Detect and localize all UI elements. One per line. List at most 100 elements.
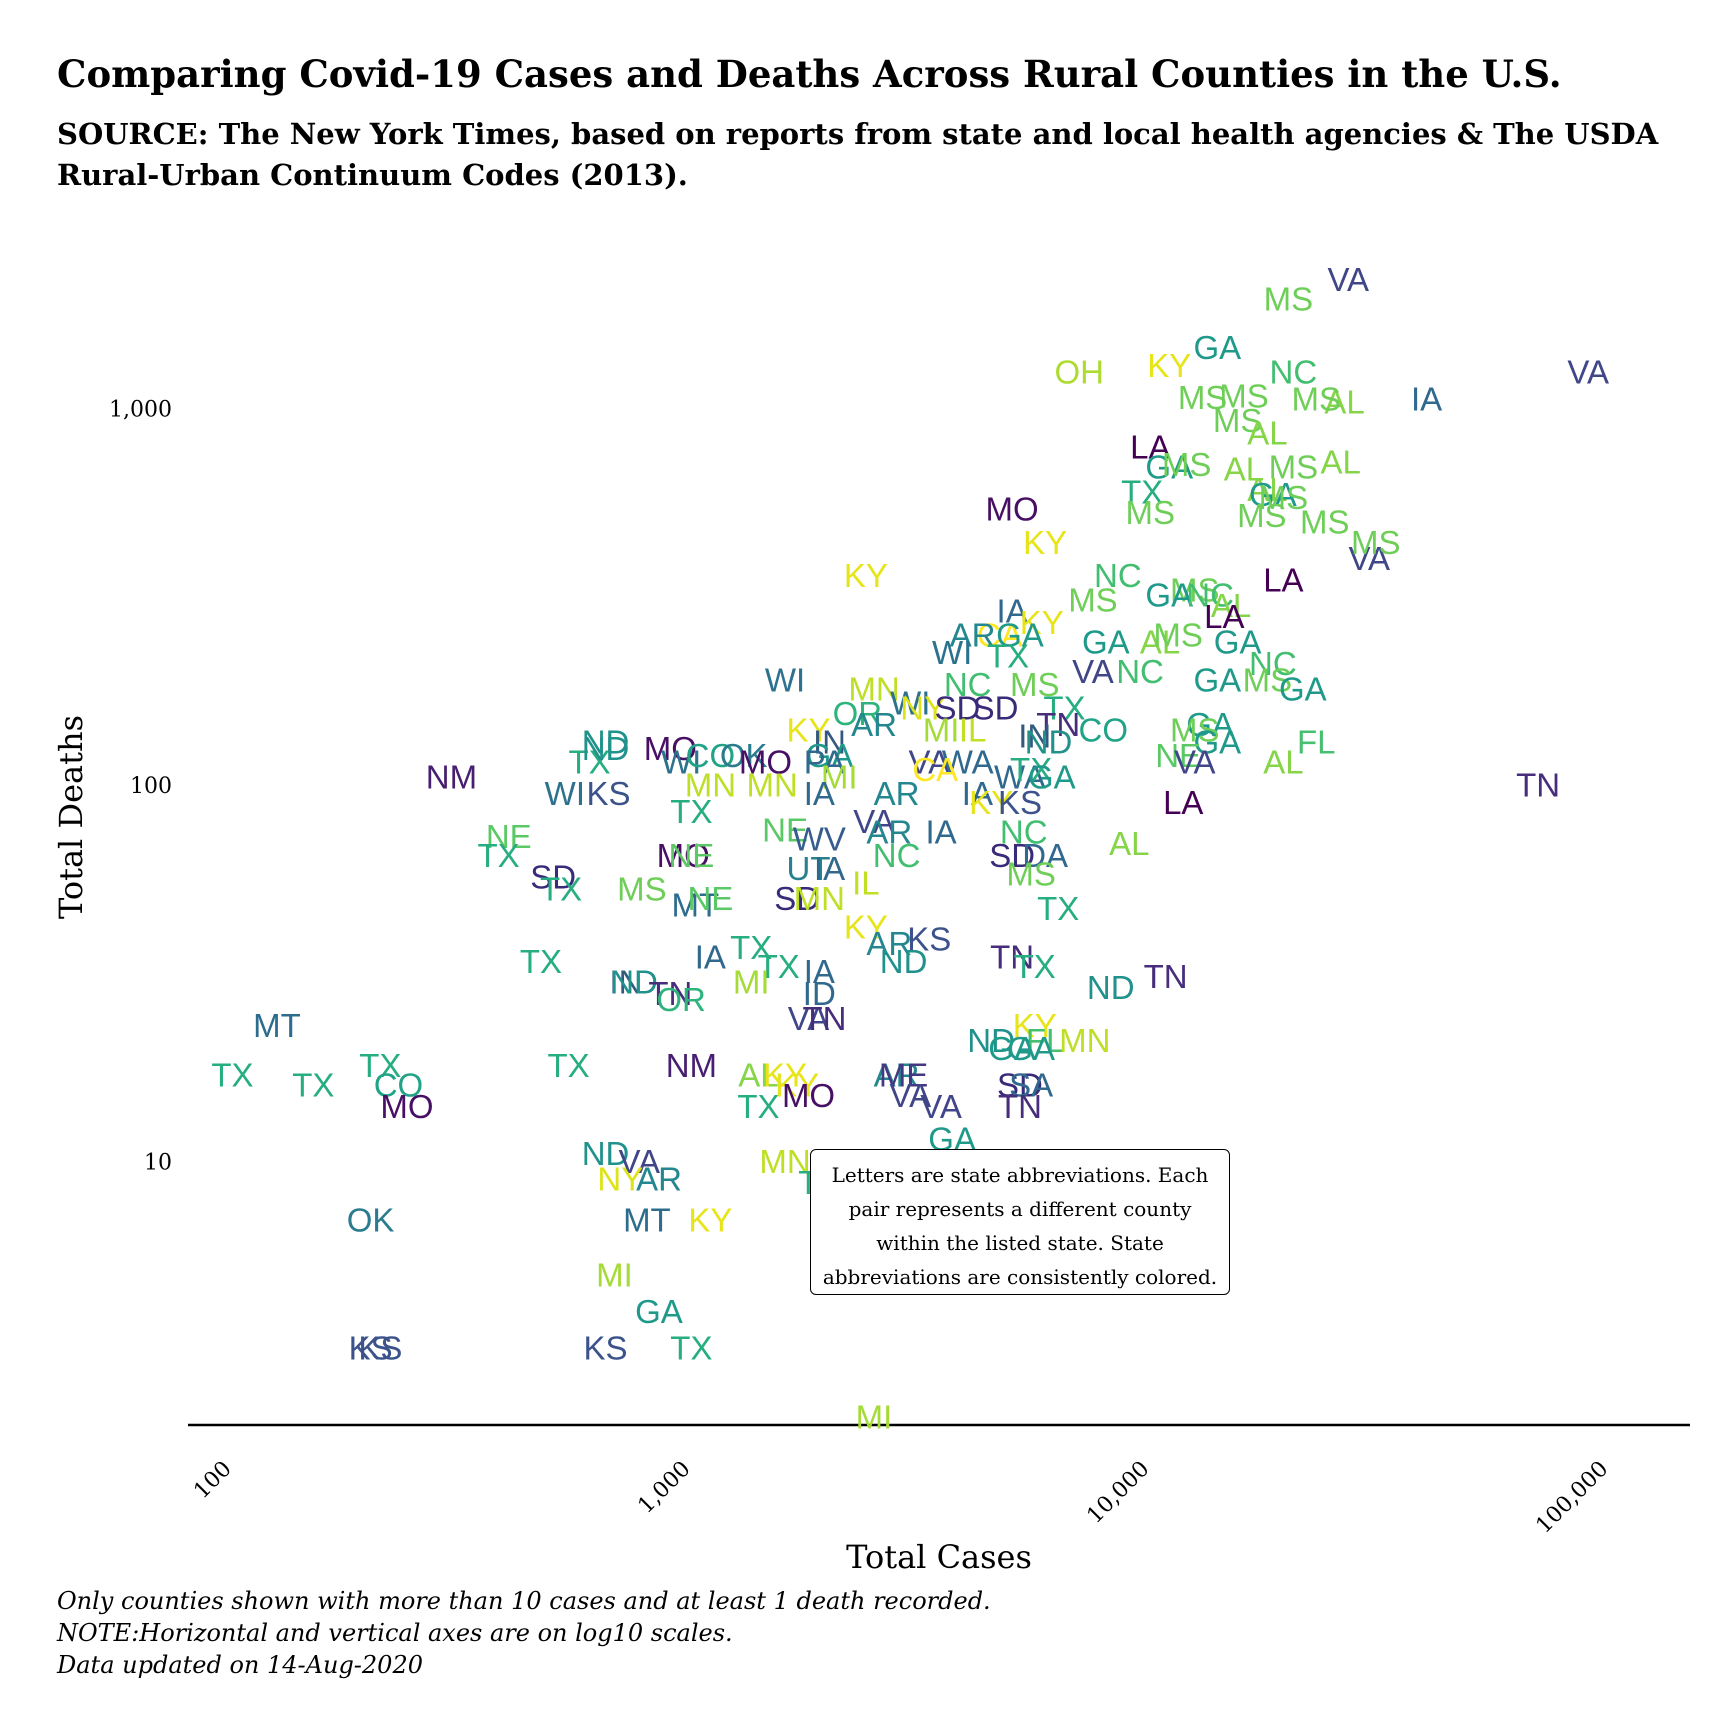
data-point-label: MS (1126, 494, 1176, 531)
x-tick-label: 1,000 (633, 1457, 695, 1519)
data-point-label: VA (1072, 653, 1114, 690)
data-point-label: VA (890, 1077, 932, 1114)
data-point-label: PA (804, 744, 846, 781)
data-point-label: NE (1155, 737, 1201, 774)
data-point-label: NC (944, 666, 992, 703)
data-point-label: TX (987, 638, 1029, 675)
data-point-label: TX (359, 1047, 401, 1084)
data-point-label: CO (374, 1066, 424, 1103)
data-point-label: MS (1170, 571, 1220, 608)
data-point-label: SA (1009, 1066, 1053, 1103)
data-point-label: MS (1292, 380, 1342, 417)
data-point-label: MO (380, 1088, 433, 1125)
data-point-label: MI (733, 964, 770, 1001)
data-point-label: OK (347, 1202, 395, 1239)
data-point-label: KS (349, 1330, 393, 1367)
data-point-label: NY (900, 690, 946, 727)
data-point-label: VA (788, 1000, 830, 1037)
data-point-label: WI (661, 744, 701, 781)
data-point-label: WA (994, 759, 1046, 796)
data-point-label: NC (1094, 557, 1142, 594)
data-point-label: GA (1193, 724, 1241, 761)
data-point-label: GA (1145, 448, 1193, 485)
data-point-label: KY (1023, 524, 1067, 561)
data-point-label: NC (1116, 653, 1164, 690)
data-point-label: AR (866, 925, 912, 962)
data-point-label: TN (1036, 706, 1080, 743)
footnote-data-date: Data updated on 14-Aug-2020 (57, 1651, 423, 1679)
data-point-label: MO (657, 837, 710, 874)
x-tick-label: 100 (189, 1457, 236, 1504)
data-point-label: TN (802, 1000, 846, 1037)
data-point-label: ND (582, 730, 630, 767)
data-point-label: WI (932, 634, 972, 671)
data-point-label: AL (1211, 587, 1251, 624)
data-point-label: KS (998, 784, 1042, 821)
data-point-label: MN (848, 670, 899, 707)
data-point-label: MS (617, 870, 667, 907)
data-point-label: VA (1327, 261, 1369, 298)
data-point-label: VA (1567, 353, 1609, 390)
data-point-label: TX (547, 1047, 589, 1084)
data-point-label: KY (775, 1066, 819, 1103)
data-point-label: GA (1214, 623, 1262, 660)
data-point-label: TX (292, 1066, 334, 1103)
data-point-label: MS (1068, 582, 1118, 619)
data-point-label: MO (986, 491, 1039, 528)
x-tick-label: 10,000 (1082, 1457, 1154, 1529)
data-point-label: TN (1516, 767, 1560, 804)
data-point-label: GA (1028, 759, 1076, 796)
data-point-label: TX (1010, 751, 1052, 788)
data-point-label: AL (1247, 471, 1287, 508)
data-point-label: KY (763, 1056, 807, 1093)
data-point-label: NC (1270, 353, 1318, 390)
footnotes: Only counties shown with more than 10 ca… (57, 1585, 991, 1681)
data-point-label: LA (1163, 784, 1203, 821)
data-point-label: MO (782, 1077, 835, 1114)
data-point-label: MT (253, 1007, 301, 1044)
data-point-label: DA (1022, 837, 1068, 874)
data-point-label: NC (1249, 645, 1297, 682)
data-point-label: AR (874, 1056, 920, 1093)
data-point-label: GA (1007, 1030, 1055, 1067)
x-axis-ticks: 100 1,000 10,000 100,000 (189, 1457, 1613, 1539)
data-point-label: MS (1213, 402, 1263, 439)
y-axis-ticks: 10 100 1,000 (109, 397, 172, 1175)
data-point-label: OR (656, 981, 706, 1018)
data-point-label: ND (1087, 969, 1135, 1006)
data-point-label: VA (1174, 744, 1216, 781)
data-point-label: MS (1269, 448, 1319, 485)
data-point-label: SD (774, 880, 820, 917)
data-point-label: GA (806, 737, 854, 774)
data-point-label: CO (686, 737, 736, 774)
data-point-label: GA (1193, 329, 1241, 366)
data-point-label: ND (967, 1022, 1015, 1059)
data-point-label: SD (973, 690, 1019, 727)
data-point-label: MS (1351, 524, 1401, 561)
data-point-label: MI (923, 712, 960, 749)
data-point-label: MO (739, 744, 792, 781)
data-point-label: MS (1259, 479, 1309, 516)
data-point-label: SD (530, 859, 576, 896)
data-point-label: KY (787, 712, 831, 749)
data-point-label: TX (670, 793, 712, 830)
data-point-label: IA (925, 814, 956, 851)
data-point-label: MN (759, 1143, 810, 1180)
data-point-label: FL (1297, 724, 1336, 761)
data-point-label: CA (977, 617, 1023, 654)
data-point-label: WA (942, 744, 994, 781)
data-point-label: NC (1186, 576, 1234, 613)
data-point-label: LA (1130, 428, 1170, 465)
data-point-label: KY (844, 908, 888, 945)
data-point-label: KY (1013, 1007, 1057, 1044)
data-point-label: AR (851, 706, 897, 743)
data-point-label: AL (1324, 384, 1364, 421)
data-point-label: KY (1020, 604, 1064, 641)
data-point-label: NE (687, 880, 733, 917)
data-point-label: MS (1153, 617, 1203, 654)
data-point-label: GA (1145, 576, 1193, 613)
data-point-label: WV (793, 820, 846, 857)
data-point-label: NC (1000, 814, 1048, 851)
data-point-label: MN (1059, 1022, 1110, 1059)
